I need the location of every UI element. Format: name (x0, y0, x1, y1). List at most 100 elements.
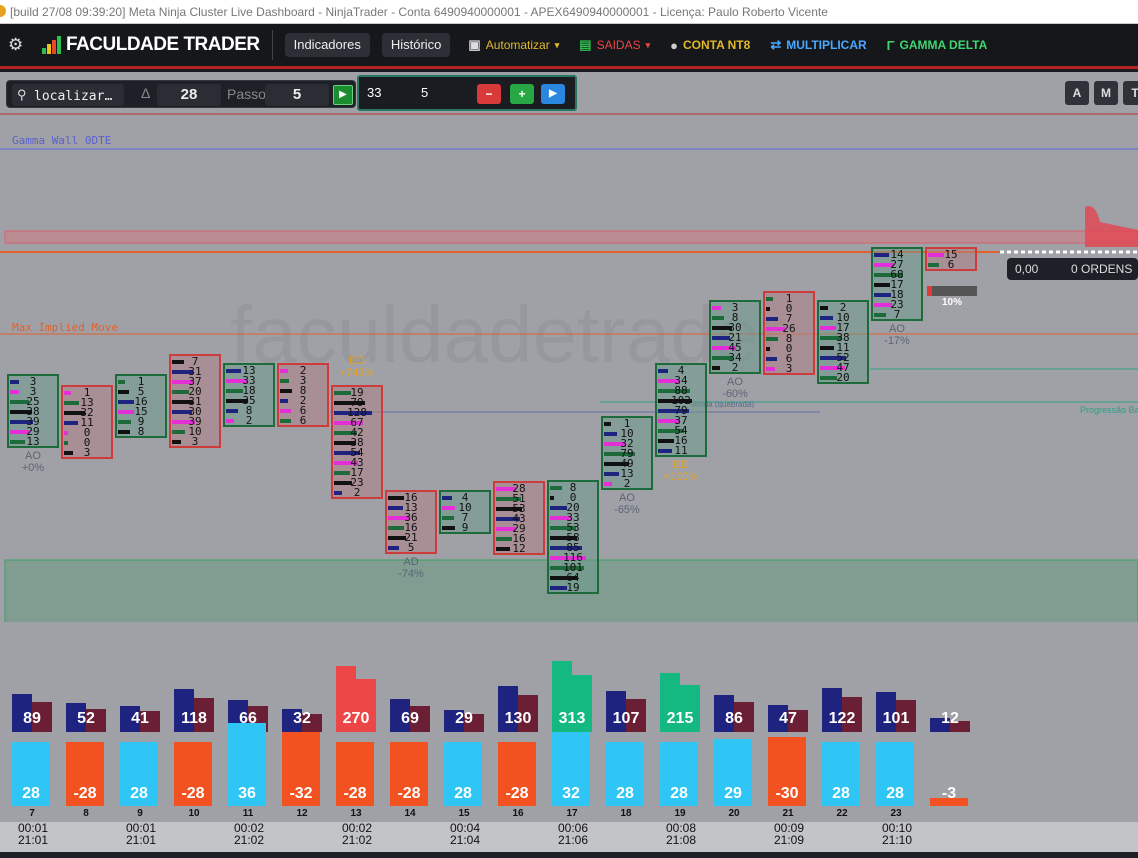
footprint-bar (172, 440, 181, 444)
volume-profile-shape (1085, 206, 1138, 247)
footprint-value: 0 (785, 342, 793, 355)
delta-bar (552, 732, 590, 806)
main-toolbar: ⚙ FACULDADE TRADER Indicadores Histórico… (0, 24, 1138, 69)
footprint-bar (550, 546, 582, 550)
volume-sell-bar (842, 697, 862, 732)
delta-label: 28 (616, 785, 634, 802)
footprint-value: 9 (137, 415, 145, 428)
delta-bar (174, 742, 212, 806)
footprint-value: 16 (674, 434, 688, 447)
order-qty-2[interactable]: 5 (421, 85, 429, 100)
gamma-delta-button[interactable]: Γ GAMMA DELTA (887, 38, 988, 53)
delta-bar (444, 742, 482, 806)
send-button[interactable]: ▶ (541, 84, 565, 104)
footprint-candle[interactable]: 2 10 17 38 11 52 47 20 (817, 300, 869, 384)
footprint-candle[interactable]: 28 51 53 43 29 16 12 (493, 481, 545, 555)
delta-input[interactable]: 28 (157, 84, 221, 106)
side-button-m[interactable]: M (1094, 81, 1118, 105)
footprint-candle[interactable]: 15 6 (925, 247, 977, 271)
gamma-icon: Γ (886, 37, 895, 53)
volume-total-label: 29 (455, 710, 473, 727)
footprint-candle[interactable]: 7 31 37 20 31 30 39 10 3 (169, 354, 221, 448)
footprint-bar (874, 253, 889, 257)
side-button-t[interactable]: T (1123, 81, 1138, 105)
footprint-candle[interactable]: 16 13 36 16 21 5 (385, 490, 437, 554)
footprint-candle[interactable]: 4 34 88 102 79 37 54 16 11 (655, 363, 707, 457)
footprint-candle[interactable]: 13 33 18 35 8 2 (223, 363, 275, 427)
saidas-label: SAIDAS (596, 38, 641, 52)
footprint-bar (766, 367, 775, 371)
footprint-value: 37 (674, 414, 688, 427)
footprint-candle[interactable]: 1 13 32 11 0 0 3 (61, 385, 113, 459)
footprint-bar (658, 429, 684, 433)
volume-sell-bar (734, 702, 754, 732)
gear-icon[interactable]: ⚙ (8, 35, 24, 54)
footprint-value: 8 (785, 332, 793, 345)
delta-label: -28 (397, 785, 421, 802)
footprint-bar (820, 306, 828, 310)
footprint-value: 0 (785, 302, 793, 315)
footprint-value: 13 (26, 435, 40, 448)
volume-sell-bar (86, 709, 106, 732)
footprint-bar (928, 253, 944, 257)
footprint-bar (388, 516, 410, 520)
footprint-candle[interactable]: 3 3 25 38 39 29 13 (7, 374, 59, 448)
saidas-menu[interactable]: ▤ SAIDAS ▾ (579, 37, 650, 53)
indicadores-button[interactable]: Indicadores (284, 33, 370, 57)
volume-sell-bar (626, 699, 646, 732)
orders-box[interactable]: 0,00 0 ORDENS (1007, 258, 1138, 280)
automatizar-menu[interactable]: ▣ Automatizar ▾ (468, 37, 559, 53)
footprint-candle[interactable]: 4 10 7 9 (439, 490, 491, 534)
passo-input[interactable]: 5 (265, 84, 329, 106)
footprint-bar (334, 451, 360, 455)
footprint-candle[interactable]: 3 8 30 21 45 34 2 (709, 300, 761, 374)
footprint-candle[interactable]: 14 27 68 17 18 23 7 (871, 247, 923, 321)
footprint-value: 2 (731, 361, 739, 374)
footprint-candle[interactable]: 1 10 32 79 49 13 2 (601, 416, 653, 490)
footprint-bar (118, 380, 125, 384)
decrease-button[interactable]: − (477, 84, 501, 104)
footprint-candle[interactable]: 19 79 128 67 42 38 54 43 17 23 2 (331, 385, 383, 499)
orders-label: 0 ORDENS (1071, 262, 1133, 276)
chart-area[interactable]: faculdadetrader ⚲ localizar… Δ 28 Passo … (0, 72, 1138, 622)
historico-button[interactable]: Histórico (381, 33, 451, 57)
footprint-value: 42 (350, 426, 364, 439)
search-icon: ⚲ (17, 87, 27, 102)
footprint-bar (280, 419, 291, 423)
footprint-value: 32 (620, 437, 634, 450)
footprint-value: 23 (350, 476, 364, 489)
footprint-value: 8 (731, 311, 739, 324)
footprint-bar (226, 369, 241, 373)
footprint-value: 9 (461, 521, 469, 534)
increase-button[interactable]: + (510, 84, 534, 104)
footprint-bar (172, 400, 193, 404)
footprint-bar (280, 409, 291, 413)
time-label-bottom: 21:04 (449, 833, 481, 847)
volume-total-label: 313 (558, 710, 586, 727)
footprint-bar (10, 410, 32, 414)
venda-label: Venda (quebrada) (690, 400, 755, 409)
footprint-value: 53 (566, 521, 580, 534)
bar-index-label: 20 (728, 808, 740, 819)
footprint-candle[interactable]: 1 0 7 26 8 0 6 3 (763, 291, 815, 375)
search-input[interactable]: localizar… (34, 89, 113, 104)
footprint-value: 15 (944, 248, 958, 261)
volume-buy-bar (876, 692, 896, 732)
volume-buy-bar (336, 666, 356, 732)
time-axis: 7 8 9 10 11 12 13 14 15 16 17 18 19 20 21 22 23 00:01 21:0… (0, 808, 1138, 852)
footprint-bar (766, 327, 785, 331)
candle-annotation: AO -17% (867, 323, 927, 347)
footprint-bar (766, 337, 778, 341)
conta-nt8-button[interactable]: ● CONTA NT8 (670, 38, 750, 53)
footprint-bar (820, 356, 846, 360)
footprint-candle[interactable]: 1 5 16 15 9 8 (115, 374, 167, 438)
search-box[interactable]: ⚲ localizar… (12, 84, 124, 106)
footprint-bar (334, 441, 356, 445)
footprint-candle[interactable]: 8 0 20 33 53 58 85 116 101 64 19 (547, 480, 599, 594)
side-button-a[interactable]: A (1065, 81, 1089, 105)
footprint-bar (64, 441, 68, 445)
play-button[interactable]: ▶ (333, 85, 353, 105)
multiplicar-button[interactable]: ⇄ MULTIPLICAR (770, 37, 866, 53)
footprint-bar (172, 390, 189, 394)
